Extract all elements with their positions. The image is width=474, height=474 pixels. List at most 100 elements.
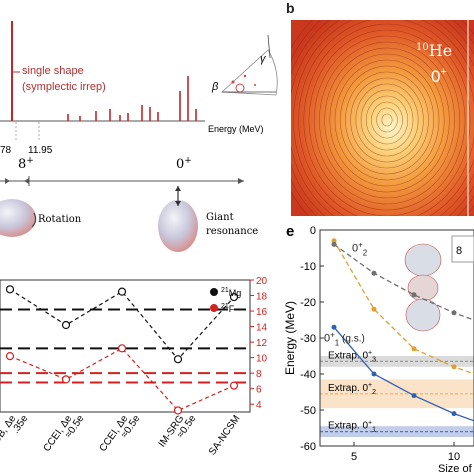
- y-tick-label: -60: [300, 441, 316, 453]
- right-axis-tick-label: 8: [256, 369, 262, 380]
- series-point: [451, 411, 457, 417]
- series-point: [229, 381, 239, 390]
- density-contour: [350, 77, 424, 163]
- density-contour: [376, 107, 398, 133]
- inset-beta-label: β: [211, 81, 219, 93]
- plot-frame: [0, 279, 251, 413]
- legend-box: [451, 235, 474, 263]
- y-axis-label: Energy (MeV): [283, 301, 297, 375]
- legend-box-digit: 8: [456, 245, 462, 257]
- y-tick-label: -10: [300, 261, 316, 273]
- series-line: [9, 288, 235, 361]
- right-axis-tick-label: 6: [256, 385, 262, 396]
- tick-left-label: 78: [0, 145, 12, 156]
- density-contour: [319, 41, 455, 199]
- giant-caption-line1: Giant: [206, 212, 234, 223]
- density-contour: [365, 95, 409, 145]
- series-point: [5, 285, 15, 294]
- density-contour: [308, 29, 466, 211]
- density-contour: [339, 65, 435, 175]
- inset-gamma-label: γ: [260, 53, 267, 65]
- density-contour: [313, 35, 461, 205]
- series-line: [333, 240, 474, 375]
- series-point: [331, 241, 337, 247]
- panel-b-density: 10He 0+: [291, 20, 474, 216]
- legend-label: 21Mg: [221, 287, 241, 298]
- density-contour: [371, 101, 403, 139]
- series-point: [411, 346, 417, 352]
- x-tick-label: 5: [351, 451, 357, 463]
- x-tick-label: 10: [448, 451, 460, 463]
- state-right-label: 0+: [176, 156, 192, 172]
- callout-line2: (symplectic irrep): [22, 81, 106, 93]
- nucleus-label: 10He: [416, 41, 452, 60]
- y-tick-label: -20: [300, 297, 316, 309]
- extrap-label: Extrap. 0+3: [328, 349, 376, 363]
- giant-caption-line2: resonance: [206, 226, 258, 237]
- extrap-label: Extrap. 0+2: [328, 382, 376, 396]
- series-point: [5, 351, 15, 361]
- density-contour: [303, 23, 471, 216]
- spectrum-bars: [11, 21, 197, 121]
- right-axis-tick-label: 20: [256, 276, 268, 287]
- series-line: [9, 347, 235, 412]
- series-point: [229, 292, 239, 302]
- legend-marker: [210, 288, 218, 296]
- panel-a: single shape (symplectic irrep) γ β Ener…: [0, 21, 278, 252]
- right-axis-tick-label: 10: [256, 354, 268, 365]
- series-point: [411, 393, 417, 399]
- y-tick-label: -40: [300, 369, 316, 381]
- panel-e-plot: Extrap. 0+3 Extrap. 0+2 Extrap. 0+1 0 -10 -20…: [283, 225, 474, 474]
- legend-marker: [210, 304, 218, 312]
- y-tick-label: -30: [300, 333, 316, 345]
- right-axis-tick-label: 12: [256, 338, 268, 349]
- series-point: [331, 324, 337, 330]
- extrap-label: Extrap. 0+1: [328, 420, 376, 434]
- series-line: [333, 243, 474, 321]
- peanut-shape: [404, 243, 442, 332]
- density-contour: [329, 53, 445, 187]
- series-point: [173, 355, 183, 364]
- series-label: 0+1 (g.s.): [324, 331, 365, 348]
- state-left-label: 8+: [18, 156, 34, 172]
- right-axis-tick-label: 14: [256, 323, 268, 334]
- panel-e-letter: e: [286, 223, 294, 240]
- x-tick-label: SA-NCSM: [207, 413, 242, 457]
- series-point: [371, 371, 377, 377]
- series-point: [411, 292, 417, 298]
- density-contour: [293, 20, 474, 216]
- rotation-shape: [0, 199, 36, 237]
- callout-line1: single shape: [22, 65, 84, 77]
- series-point: [451, 310, 457, 316]
- energy-axis-label: Energy (MeV): [208, 124, 264, 134]
- density-contour: [334, 59, 440, 181]
- series-point: [451, 364, 457, 370]
- right-axis-tick-label: 16: [256, 307, 268, 318]
- series-point: [117, 344, 127, 353]
- series-point: [331, 238, 337, 244]
- series-point: [173, 406, 183, 415]
- series-point: [61, 375, 71, 384]
- density-contour: [381, 113, 393, 127]
- tick-right-label: 11.95: [28, 145, 53, 156]
- density-contour: [360, 89, 414, 151]
- giant-resonance-shape: [158, 200, 198, 252]
- rotation-caption: Rotation: [38, 214, 82, 225]
- beta-gamma-inset: γ β: [211, 34, 278, 96]
- state-label: 0+: [431, 66, 447, 86]
- density-contour: [324, 47, 450, 193]
- density-contour: [355, 83, 419, 157]
- legend-label: 21F: [221, 303, 235, 314]
- series-label: 0+2: [352, 241, 368, 258]
- y-tick-label: -50: [300, 405, 316, 417]
- panel-b-letter: b: [286, 0, 295, 16]
- density-contour: [298, 20, 474, 216]
- series-point: [117, 287, 127, 296]
- x-axis-label: Size of: [438, 463, 473, 474]
- right-axis-tick-label: 18: [256, 292, 268, 303]
- series-point: [371, 270, 377, 276]
- right-axis-tick-label: 4: [256, 400, 262, 411]
- series-point: [61, 320, 71, 330]
